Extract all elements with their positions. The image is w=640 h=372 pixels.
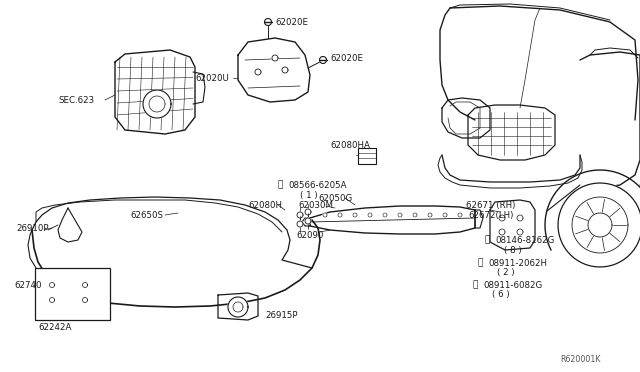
Text: 62090: 62090 bbox=[296, 231, 323, 240]
Polygon shape bbox=[517, 215, 523, 221]
Text: 26915P: 26915P bbox=[265, 311, 298, 320]
Polygon shape bbox=[499, 215, 505, 221]
Polygon shape bbox=[255, 69, 261, 75]
Polygon shape bbox=[319, 57, 326, 64]
Text: SEC.623: SEC.623 bbox=[58, 96, 94, 105]
Text: Ⓑ: Ⓑ bbox=[277, 180, 283, 189]
Polygon shape bbox=[323, 213, 327, 217]
Text: ( 2 ): ( 2 ) bbox=[497, 269, 515, 278]
Polygon shape bbox=[443, 213, 447, 217]
Text: ( 1 ): ( 1 ) bbox=[300, 190, 317, 199]
Text: 62020E: 62020E bbox=[330, 54, 363, 62]
Polygon shape bbox=[228, 297, 248, 317]
Polygon shape bbox=[499, 229, 505, 235]
Polygon shape bbox=[149, 96, 165, 112]
Polygon shape bbox=[233, 302, 243, 312]
Polygon shape bbox=[49, 282, 54, 288]
Text: Ⓑ: Ⓑ bbox=[484, 235, 490, 244]
Polygon shape bbox=[368, 213, 372, 217]
Text: 62020U: 62020U bbox=[195, 74, 229, 83]
Polygon shape bbox=[588, 213, 612, 237]
Text: 62242A: 62242A bbox=[38, 324, 72, 333]
Text: 62080H: 62080H bbox=[248, 201, 282, 209]
Text: 62650S: 62650S bbox=[130, 211, 163, 219]
Polygon shape bbox=[282, 67, 288, 73]
Text: 62740: 62740 bbox=[14, 280, 42, 289]
Text: 62080HA: 62080HA bbox=[330, 141, 370, 150]
Text: 08146-8162G: 08146-8162G bbox=[495, 235, 554, 244]
Polygon shape bbox=[272, 55, 278, 61]
Polygon shape bbox=[398, 213, 402, 217]
Text: 62671 (RH): 62671 (RH) bbox=[466, 201, 515, 209]
Polygon shape bbox=[353, 213, 357, 217]
Polygon shape bbox=[428, 213, 432, 217]
Text: R620001K: R620001K bbox=[560, 356, 600, 365]
Text: 26910P: 26910P bbox=[16, 224, 49, 232]
Text: 62672(LH): 62672(LH) bbox=[468, 211, 513, 219]
Text: 08566-6205A: 08566-6205A bbox=[288, 180, 346, 189]
Text: 62020E: 62020E bbox=[275, 17, 308, 26]
Polygon shape bbox=[297, 212, 303, 218]
Polygon shape bbox=[83, 282, 88, 288]
Polygon shape bbox=[383, 213, 387, 217]
Polygon shape bbox=[143, 90, 171, 118]
Polygon shape bbox=[338, 213, 342, 217]
Text: Ⓝ: Ⓝ bbox=[472, 280, 477, 289]
Polygon shape bbox=[458, 213, 462, 217]
Polygon shape bbox=[83, 298, 88, 302]
Text: ( 6 ): ( 6 ) bbox=[492, 291, 509, 299]
Polygon shape bbox=[264, 19, 271, 26]
Text: 62050G: 62050G bbox=[318, 193, 352, 202]
Text: ( 8 ): ( 8 ) bbox=[504, 246, 522, 254]
Text: Ⓝ: Ⓝ bbox=[477, 259, 483, 267]
Polygon shape bbox=[558, 183, 640, 267]
Polygon shape bbox=[49, 298, 54, 302]
Bar bbox=[35, 268, 110, 320]
Text: 08911-2062H: 08911-2062H bbox=[488, 259, 547, 267]
Polygon shape bbox=[413, 213, 417, 217]
Polygon shape bbox=[517, 229, 523, 235]
Polygon shape bbox=[572, 197, 628, 253]
Polygon shape bbox=[297, 221, 303, 227]
Text: 08911-6082G: 08911-6082G bbox=[483, 280, 542, 289]
Polygon shape bbox=[305, 218, 311, 224]
Polygon shape bbox=[305, 209, 311, 215]
Text: 62030M: 62030M bbox=[298, 201, 333, 209]
